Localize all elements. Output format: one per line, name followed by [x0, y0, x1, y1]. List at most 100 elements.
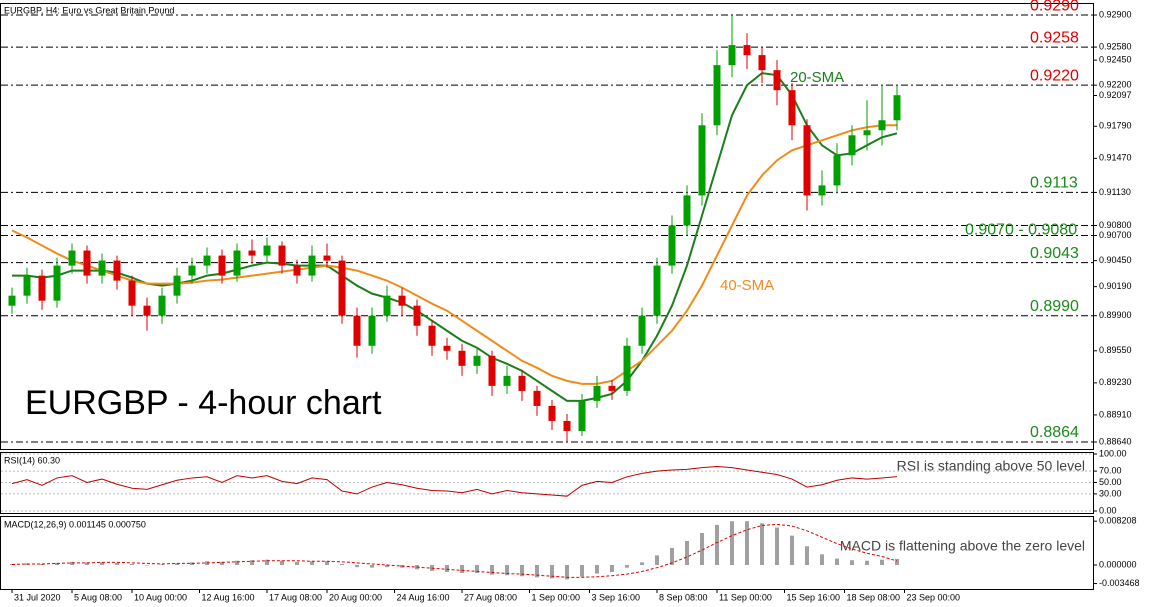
candle-body — [833, 155, 841, 186]
macd-bar — [385, 565, 389, 568]
x-tick-label: 23 Sep 00:00 — [907, 592, 961, 602]
macd-bar — [325, 561, 329, 566]
y-tick-label: 0.92900 — [1099, 9, 1132, 19]
rsi-line — [11, 466, 898, 497]
candle-body — [863, 130, 871, 136]
candle-body — [578, 400, 586, 431]
x-tick-label: 10 Aug 00:00 — [134, 592, 187, 602]
macd-bar — [220, 561, 224, 566]
y-tick-label: 0.00 — [1099, 505, 1117, 515]
macd-bar — [505, 565, 509, 576]
macd-bar — [295, 561, 299, 566]
candle-body — [38, 275, 46, 301]
sma-line — [11, 124, 897, 385]
macd-bar — [865, 560, 869, 566]
x-tick-label: 3 Sep 16:00 — [592, 592, 641, 602]
candle-body — [413, 305, 421, 326]
y-tick-label: 0.92450 — [1099, 54, 1132, 64]
macd-bar — [355, 565, 359, 568]
x-tick-label: 1 Sep 00:00 — [532, 592, 581, 602]
macd-bar — [115, 562, 119, 566]
macd-frame — [0, 516, 1094, 590]
macd-bar — [730, 521, 734, 566]
candle-body — [878, 120, 886, 131]
candle-body — [173, 275, 181, 296]
chart-annotation: EURGBP - 4-hour chart — [25, 384, 382, 422]
macd-bar — [895, 558, 899, 566]
price-title: EURGBP, H4: Euro vs Great Britain Pound — [4, 5, 174, 15]
candle-body — [473, 355, 481, 366]
candle-body — [668, 225, 676, 266]
macd-bar — [265, 559, 269, 566]
macd-bar — [10, 563, 14, 566]
candle-body — [458, 350, 466, 366]
candle-body — [278, 245, 286, 266]
candle-body — [503, 375, 511, 386]
macd-bar — [145, 565, 149, 566]
y-tick-label: 100.00 — [1099, 448, 1127, 458]
macd-bar — [340, 563, 344, 566]
level-label: 0.9258 — [1030, 29, 1079, 46]
candle-body — [518, 375, 526, 391]
macd-bar — [310, 561, 314, 566]
y-tick-label: 0.91790 — [1099, 121, 1132, 131]
macd-bar — [100, 562, 104, 566]
y-tick-label: 70.00 — [1099, 465, 1122, 475]
macd-bar — [670, 547, 674, 566]
level-label: 0.9290 — [1030, 0, 1079, 14]
rsi-title: RSI(14) 60.30 — [4, 455, 60, 465]
x-tick-label: 11 Sep 00:00 — [719, 592, 772, 602]
candle-body — [353, 315, 361, 346]
candle-body — [233, 250, 241, 276]
x-tick-label: 20 Aug 00:00 — [329, 592, 382, 602]
candle-body — [143, 305, 151, 316]
macd-bar — [715, 524, 719, 566]
candle-body — [743, 45, 751, 56]
candle-body — [638, 315, 646, 346]
y-tick-label: 0.88640 — [1099, 436, 1132, 446]
candle-body — [443, 345, 451, 351]
price-frame — [0, 3, 1094, 450]
candle-body — [773, 70, 781, 91]
macd-bar — [40, 563, 44, 566]
candle-body — [728, 45, 736, 66]
candle-body — [713, 65, 721, 126]
candle-body — [758, 55, 766, 71]
x-tick-label: 27 Aug 08:00 — [464, 592, 517, 602]
candle-body — [623, 345, 631, 391]
x-tick-label: 17 Aug 08:00 — [269, 592, 322, 602]
macd-annotation: MACD is flattening above the zero level — [840, 538, 1085, 554]
macd-bar — [565, 565, 569, 580]
candle-body — [383, 295, 391, 316]
macd-bar — [745, 521, 749, 566]
candle-body — [23, 275, 31, 296]
candle-body — [83, 250, 91, 276]
level-label: 0.9043 — [1030, 245, 1079, 262]
macd-bar — [760, 523, 764, 566]
y-tick-label: 0.91130 — [1099, 187, 1131, 197]
macd-bar — [475, 565, 479, 574]
macd-bar — [580, 565, 584, 577]
sma-line — [12, 72, 898, 402]
macd-bar — [235, 560, 239, 566]
y-tick-label: 0.90190 — [1099, 281, 1132, 291]
candle-body — [848, 135, 856, 156]
sma-label: 20-SMA — [790, 69, 844, 86]
macd-title: MACD(12,26,9) 0.001145 0.000750 — [4, 519, 146, 529]
macd-bar — [535, 565, 539, 578]
candle-body — [218, 255, 226, 276]
macd-bar — [250, 560, 254, 566]
candle-body — [308, 255, 316, 276]
candle-body — [188, 265, 196, 276]
macd-bar — [280, 560, 284, 566]
macd-bar — [880, 559, 884, 566]
candle-body — [98, 260, 106, 276]
level-label: 0.9070 - 0.9080 — [965, 222, 1077, 239]
level-label: 0.9113 — [1030, 175, 1078, 192]
level-label: 0.9220 — [1030, 67, 1079, 84]
macd-bar — [640, 562, 644, 566]
candle-body — [338, 260, 346, 316]
candle-body — [608, 385, 616, 391]
